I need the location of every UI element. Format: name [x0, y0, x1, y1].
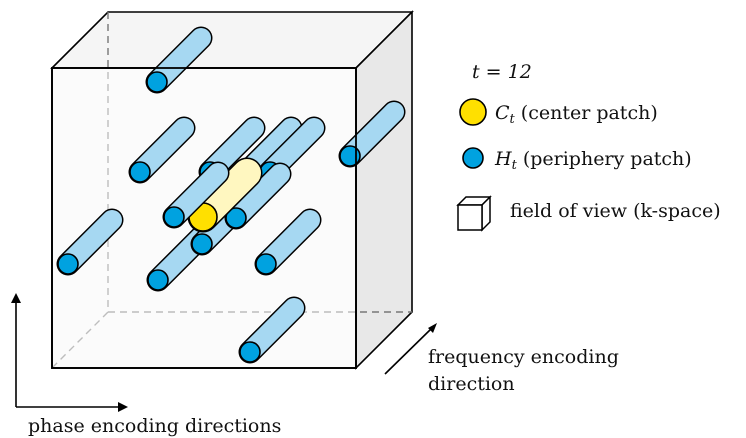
periphery-patch-cap [57, 253, 79, 275]
periphery-legend-label: Ht (periphery patch) [494, 148, 692, 173]
legend: t = 12 Ct (center patch) Ht (periphery pat… [456, 61, 721, 232]
time-label: t = 12 [472, 61, 532, 83]
periphery-patch-cap [225, 207, 247, 229]
frequency-label-line1: frequency encoding [428, 346, 619, 368]
periphery-patch-cap [163, 206, 185, 228]
patch-tubes [56, 26, 406, 364]
center-patch-legend-icon [459, 98, 487, 126]
periphery-patch-cap [339, 145, 361, 167]
periphery-patch-tube [238, 296, 306, 364]
periphery-patch-cap [147, 269, 169, 291]
phase-label: phase encoding directions [28, 415, 281, 437]
periphery-patch-cap [255, 253, 277, 275]
box-right-face [355, 10, 413, 370]
periphery-patch-tube [224, 162, 292, 230]
fov-cube-icon [456, 195, 492, 232]
fov-legend-label: field of view (k-space) [510, 200, 721, 222]
frequency-label-line2: direction [428, 373, 515, 395]
box-front-edges [51, 67, 357, 369]
frequency-arrow [384, 323, 437, 375]
periphery-patch-cap [191, 233, 213, 255]
box-top-face [50, 11, 414, 69]
periphery-patch-cap [239, 341, 261, 363]
periphery-patch-tube [254, 208, 322, 276]
periphery-patch-tube [145, 26, 213, 94]
periphery-patch-cap [146, 71, 168, 93]
phase-arrows [11, 293, 128, 412]
center-legend-label: Ct (center patch) [495, 102, 658, 127]
periphery-patch-cap [129, 161, 151, 183]
periphery-patch-tube [128, 116, 196, 184]
periphery-patch-legend-icon [462, 147, 484, 169]
periphery-patch-tube [338, 100, 406, 168]
periphery-patch-tube [56, 208, 124, 276]
periphery-patch-tube [162, 161, 230, 229]
